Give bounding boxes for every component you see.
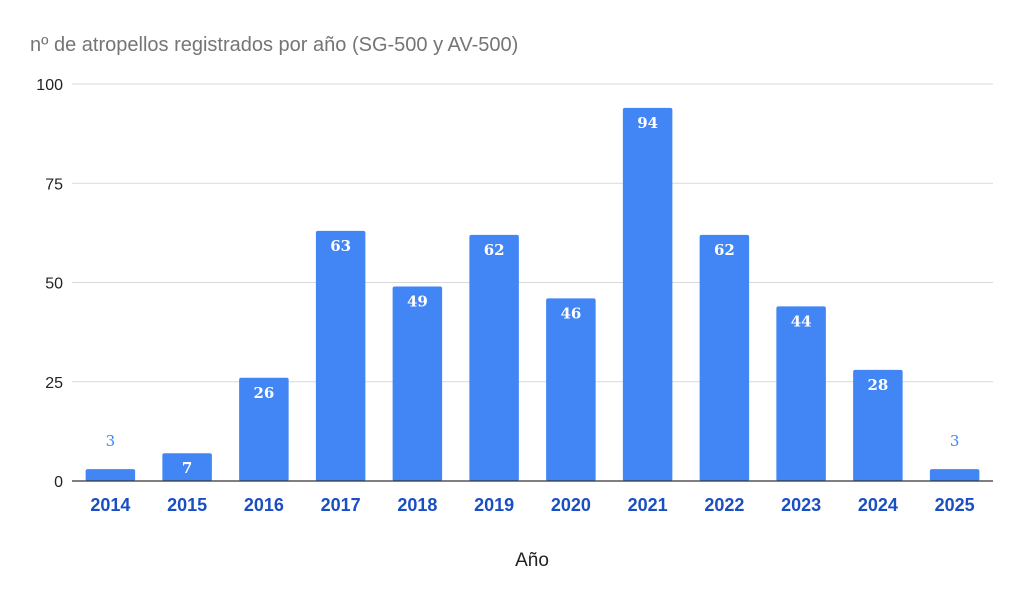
bar-2014 — [85, 469, 136, 481]
y-tick-label: 100 — [36, 77, 63, 94]
x-tick-label: 2024 — [858, 495, 898, 515]
x-axis-label: Año — [515, 550, 549, 571]
data-label-2021: 94 — [637, 114, 658, 132]
y-tick-label: 0 — [54, 474, 63, 491]
chart-title: nº de atropellos registrados por año (SG… — [30, 34, 518, 56]
x-tick-label: 2017 — [321, 495, 361, 515]
data-label-2019: 62 — [484, 241, 505, 259]
data-label-2015: 7 — [182, 459, 192, 477]
data-label-2024: 28 — [867, 376, 888, 394]
x-tick-label: 2025 — [935, 495, 975, 515]
data-label-2016: 26 — [253, 384, 274, 402]
data-label-2014: 3 — [106, 432, 116, 450]
x-tick-label: 2015 — [167, 495, 207, 515]
data-label-2020: 46 — [560, 304, 581, 322]
x-tick-label: 2020 — [551, 495, 591, 515]
x-tick-label: 2014 — [90, 495, 130, 515]
bar-2018 — [392, 286, 443, 481]
bar-2021 — [622, 107, 673, 481]
bar-2022 — [699, 234, 750, 481]
data-label-2022: 62 — [714, 241, 735, 259]
data-label-2025: 3 — [950, 432, 960, 450]
bar-2016 — [239, 377, 289, 481]
data-labels: 3 7 26 63 49 62 46 94 62 44 28 3 — [106, 114, 960, 477]
bar-2023 — [776, 306, 826, 481]
bar-2019 — [469, 234, 519, 481]
y-axis-ticks: 0 25 50 75 100 — [36, 77, 63, 491]
y-tick-label: 75 — [45, 176, 63, 193]
x-tick-label: 2021 — [628, 495, 668, 515]
x-tick-label: 2018 — [397, 495, 437, 515]
y-tick-label: 50 — [45, 276, 63, 293]
bar-2020 — [546, 298, 596, 481]
bars — [85, 107, 980, 481]
x-tick-label: 2019 — [474, 495, 514, 515]
bar-2024 — [853, 369, 903, 481]
gridlines — [72, 83, 993, 383]
x-tick-label: 2016 — [244, 495, 284, 515]
y-tick-label: 25 — [45, 375, 63, 392]
x-tick-label: 2023 — [781, 495, 821, 515]
data-label-2017: 63 — [330, 237, 351, 255]
data-label-2023: 44 — [791, 312, 812, 330]
x-axis-ticks: 2014 2015 2016 2017 2018 2019 2020 2021 2022 2023… — [90, 495, 974, 515]
bar-2017 — [315, 230, 366, 481]
bar-2015 — [162, 453, 212, 481]
bar-2025 — [929, 469, 980, 481]
x-tick-label: 2022 — [704, 495, 744, 515]
data-label-2018: 49 — [407, 292, 428, 310]
